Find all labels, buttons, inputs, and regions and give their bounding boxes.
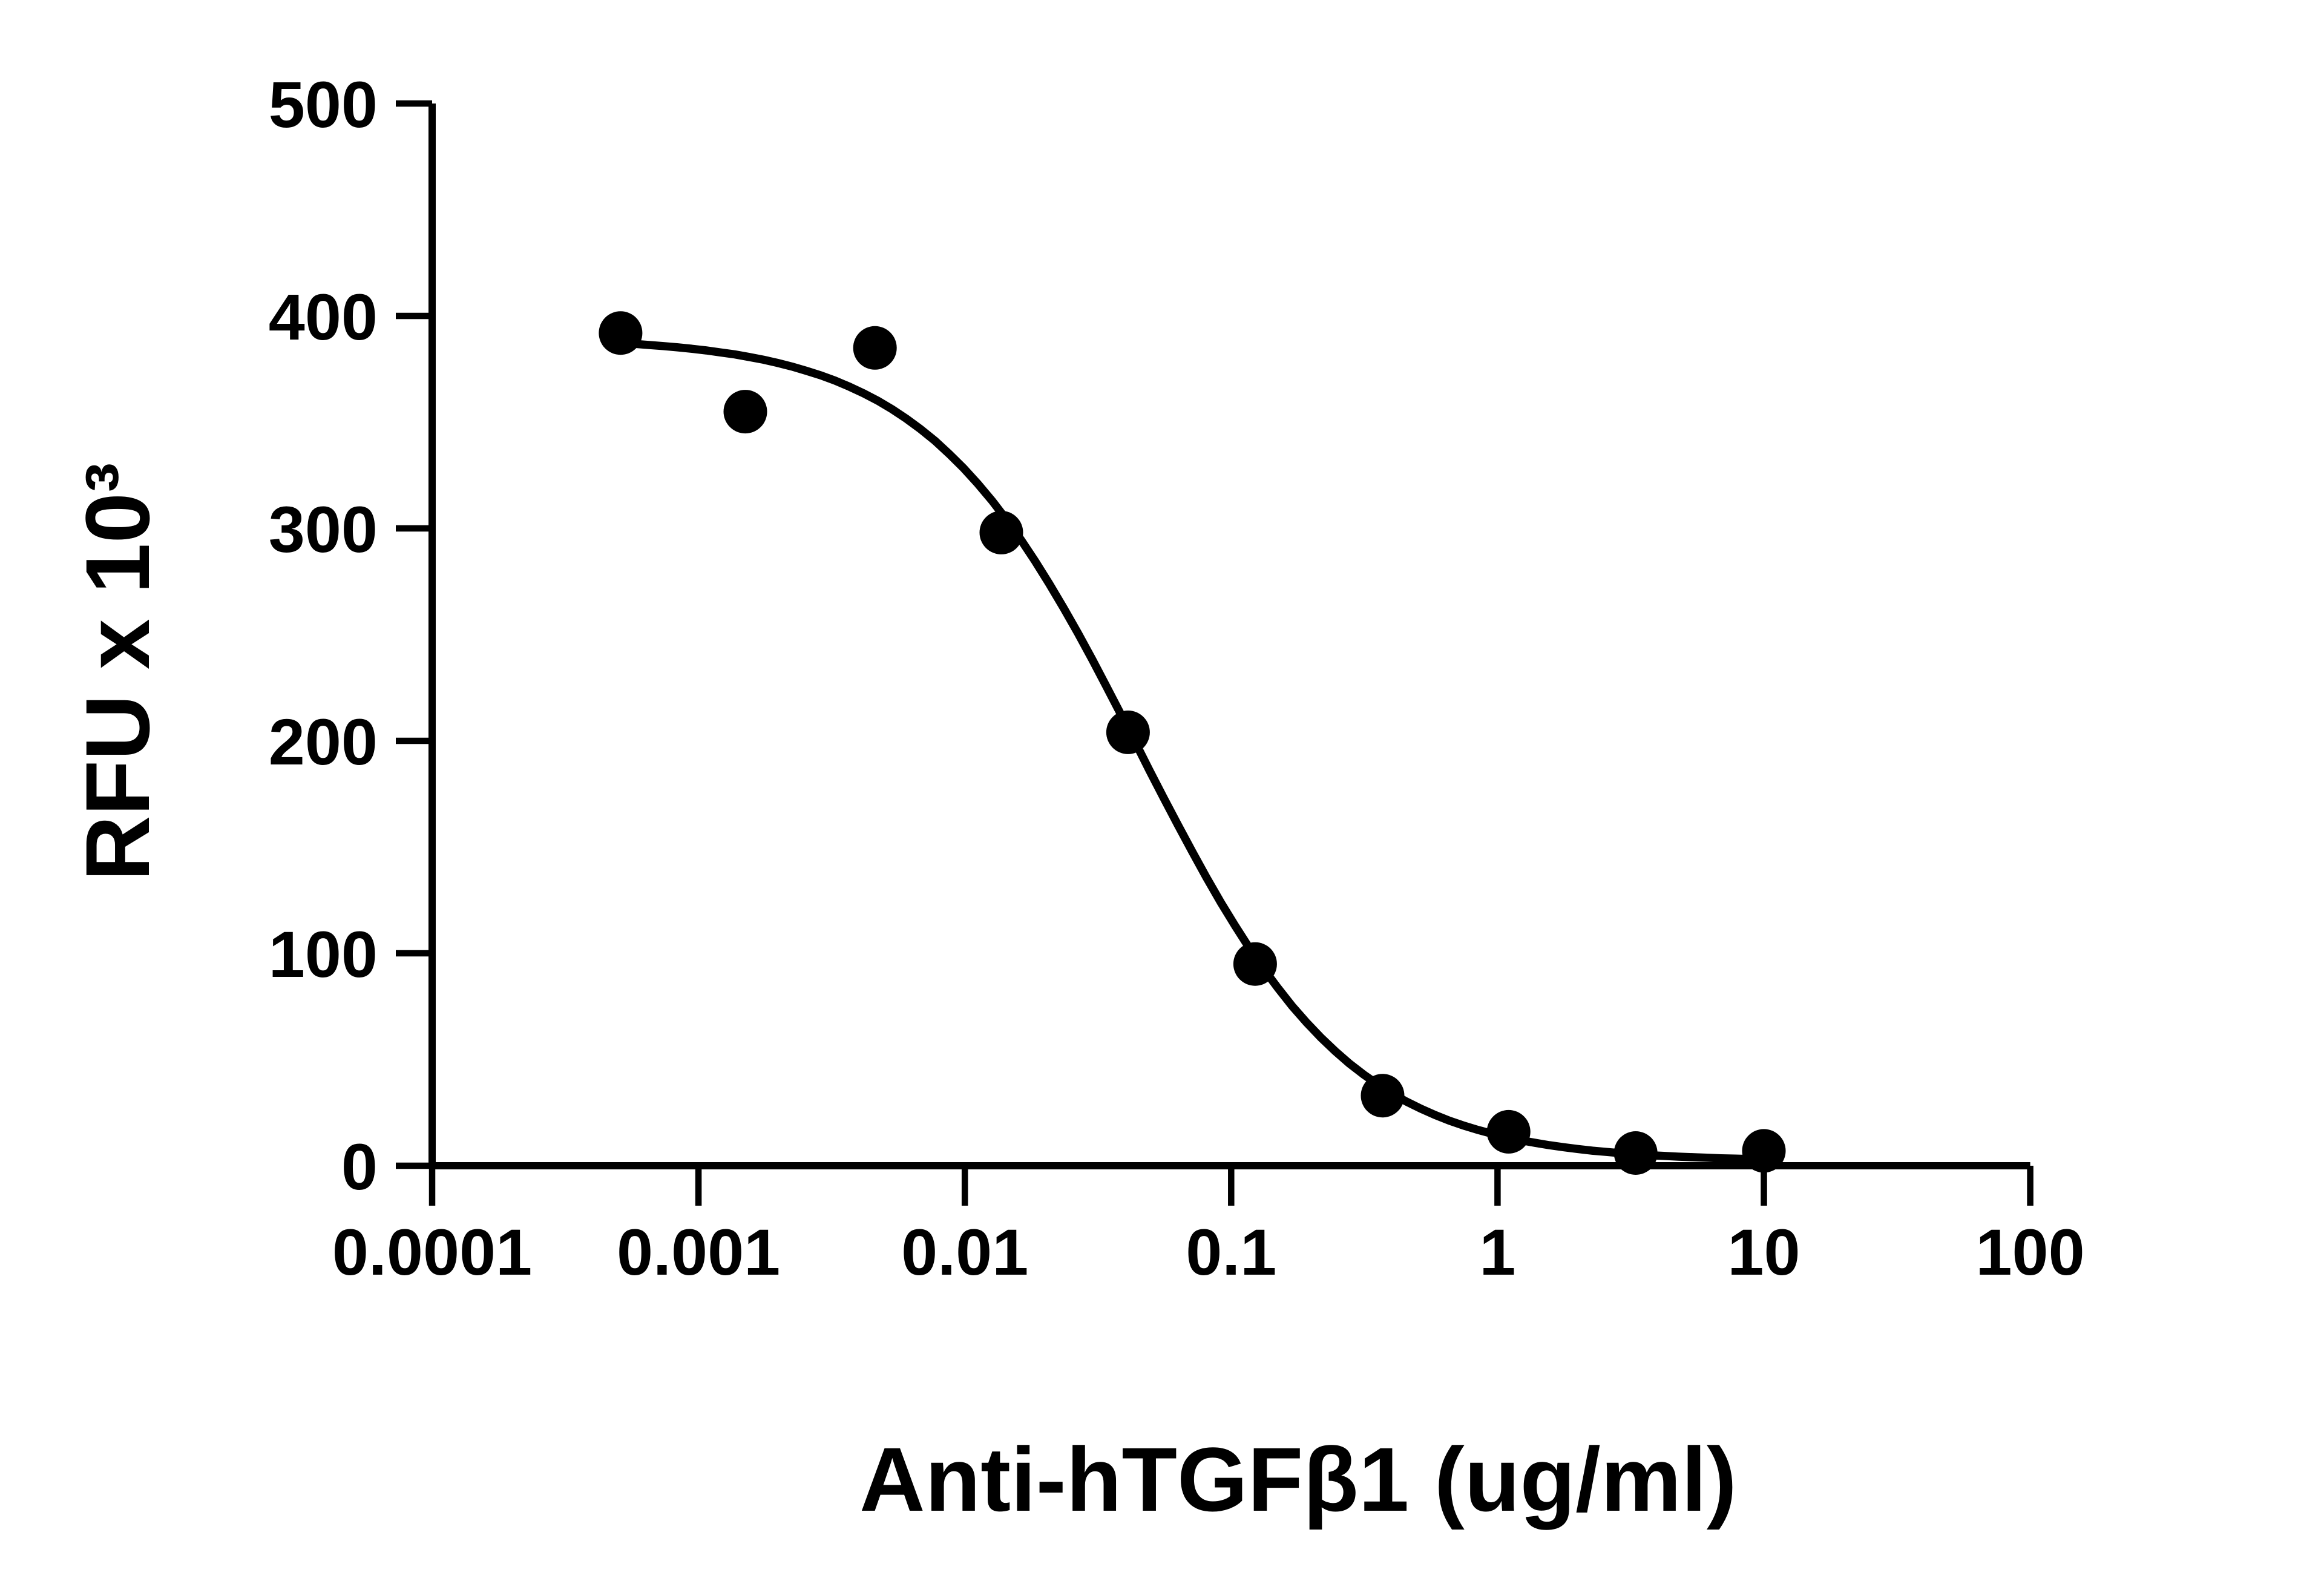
data-point: [1233, 942, 1277, 986]
y-tick-label: 500: [269, 68, 378, 141]
y-tick-label: 300: [269, 493, 378, 566]
x-tick-label: 0.1: [1186, 1215, 1276, 1289]
data-point: [1106, 710, 1150, 754]
y-axis-title: RFU x 10³: [67, 462, 168, 881]
axis-ticks: [396, 100, 2034, 1206]
data-point: [723, 390, 767, 434]
data-point: [979, 510, 1023, 554]
x-tick-label: 0.01: [901, 1215, 1028, 1289]
plot-area: [599, 311, 1786, 1175]
x-tick-label: 1: [1479, 1215, 1515, 1289]
y-tick-label: 100: [269, 918, 378, 991]
x-axis-title: Anti-hTGFβ1 (ug/ml): [859, 1428, 1737, 1530]
data-point: [1742, 1129, 1786, 1173]
x-tick-label: 10: [1727, 1215, 1800, 1289]
x-tick-label: 0.0001: [332, 1215, 532, 1289]
y-tick-label: 200: [269, 705, 378, 778]
data-point: [853, 326, 897, 370]
y-tick-label: 0: [341, 1130, 378, 1203]
x-tick-label: 100: [1975, 1215, 2084, 1289]
data-point: [1613, 1131, 1658, 1175]
axes: [428, 104, 2030, 1169]
data-point: [1361, 1074, 1405, 1118]
data-point: [599, 311, 643, 355]
data-point: [1486, 1109, 1531, 1154]
x-tick-label: 0.001: [617, 1215, 780, 1289]
y-tick-label: 400: [269, 280, 378, 353]
tick-labels: 0 100 200 300 400 500 0.0001 0.001 0.01 0.1 1 10 100: [269, 68, 2085, 1289]
fit-curve: [616, 339, 1768, 1164]
